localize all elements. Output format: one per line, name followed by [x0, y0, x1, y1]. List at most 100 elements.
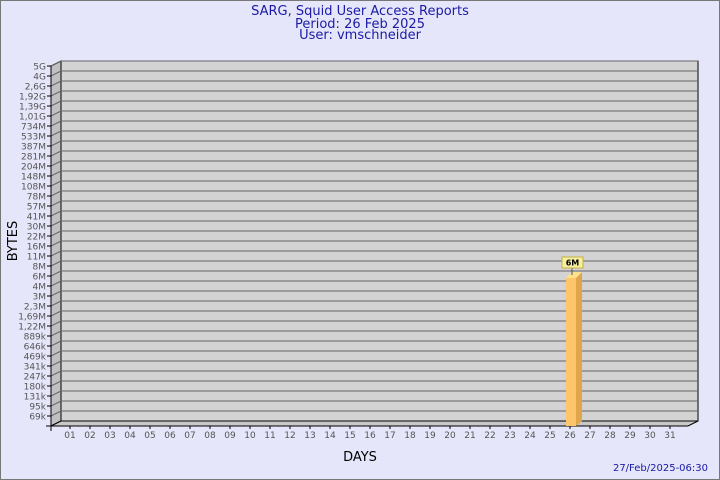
chart-subtitle-user: User: vmschneider [299, 28, 421, 43]
x-tick-label: 03 [104, 431, 115, 441]
y-tick-label: 5G [33, 63, 46, 73]
grid-line-diagonal [50, 210, 62, 217]
grid-line-diagonal [50, 160, 62, 167]
bar-top [566, 272, 582, 278]
grid-line-diagonal [50, 260, 62, 267]
grid-line-diagonal [50, 150, 62, 157]
y-tick-label: 2,6G [25, 83, 46, 93]
footer-timestamp: 27/Feb/2025-06:30 [613, 463, 708, 474]
x-tick-label: 15 [344, 431, 355, 441]
y-tick-label: 247k [24, 373, 47, 383]
x-tick-label: 18 [404, 431, 416, 441]
chart-subtitle-period: Period: 26 Feb 2025 [295, 17, 425, 32]
y-tick-label: 2,3M [24, 303, 46, 313]
x-tick-label: 16 [364, 431, 376, 441]
y-tick-label: 204M [21, 163, 46, 173]
y-tick-label: 57M [27, 203, 46, 213]
grid-line-diagonal [50, 340, 62, 347]
y-tick-label: 1,39G [19, 103, 46, 113]
x-tick-label: 11 [264, 431, 275, 441]
grid-line-diagonal [50, 120, 62, 127]
floor [50, 420, 699, 427]
y-tick-label: 4G [33, 73, 46, 83]
x-tick-label: 26 [564, 431, 576, 441]
y-tick-label: 180k [24, 383, 47, 393]
x-tick-label: 21 [464, 431, 475, 441]
grid-line-diagonal [50, 70, 62, 77]
y-tick-label: 646k [24, 343, 47, 353]
x-tick-label: 27 [584, 431, 595, 441]
y-axis-label: BYTES [6, 221, 21, 262]
x-axis-label: DAYS [343, 450, 377, 465]
x-tick-label: 25 [544, 431, 555, 441]
grid-line-diagonal [50, 250, 62, 257]
grid-line-diagonal [50, 220, 62, 227]
y-tick-label: 469k [24, 353, 47, 363]
x-tick-label: 06 [164, 431, 176, 441]
grid-line-diagonal [50, 270, 62, 277]
x-tick-label: 22 [484, 431, 495, 441]
x-tick-label: 19 [424, 431, 436, 441]
x-tick-label: 01 [64, 431, 75, 441]
y-tick-label: 108M [21, 183, 46, 193]
x-tick-label: 17 [384, 431, 395, 441]
x-tick-label: 20 [444, 431, 456, 441]
x-tick-label: 23 [504, 431, 515, 441]
y-tick-label: 533M [21, 133, 46, 143]
x-tick-label: 09 [224, 431, 236, 441]
grid-line-diagonal [50, 180, 62, 187]
chart-title: SARG, Squid User Access Reports [251, 4, 469, 19]
grid-line-diagonal [50, 330, 62, 337]
grid-line-diagonal [50, 300, 62, 307]
grid-line-diagonal [50, 240, 62, 247]
x-tick-label: 05 [144, 431, 155, 441]
y-tick-label: 95k [29, 403, 46, 413]
grid-line-diagonal [50, 410, 62, 417]
grid-line-diagonal [50, 280, 62, 287]
x-tick-label: 07 [184, 431, 195, 441]
grid-line-diagonal [50, 350, 62, 357]
grid-line-diagonal [50, 200, 62, 207]
y-tick-label: 148M [21, 173, 46, 183]
grid-line-diagonal [50, 390, 62, 397]
y-tick-label: 1,92G [19, 93, 46, 103]
grid-line-diagonal [50, 230, 62, 237]
x-tick-label: 08 [204, 431, 216, 441]
x-tick-label: 29 [624, 431, 636, 441]
grid-line-diagonal [50, 370, 62, 377]
x-tick-label: 02 [84, 431, 95, 441]
grid-line-diagonal [50, 140, 62, 147]
bar-side [576, 272, 582, 426]
y-tick-label: 341k [24, 363, 47, 373]
grid-line-diagonal [50, 110, 62, 117]
grid-line-diagonal [50, 190, 62, 197]
y-tick-label: 1,22M [18, 323, 46, 333]
bar-front [566, 278, 576, 426]
data-label: 6M [566, 259, 580, 268]
grid-line-diagonal [50, 320, 62, 327]
y-tick-label: 387M [21, 143, 46, 153]
y-tick-label: 6M [33, 273, 47, 283]
y-tick-label: 78M [27, 193, 46, 203]
grid-line-diagonal [50, 290, 62, 297]
x-tick-label: 10 [244, 431, 256, 441]
x-tick-label: 13 [304, 431, 315, 441]
y-tick-label: 11M [27, 253, 46, 263]
y-tick-label: 131k [24, 393, 47, 403]
y-tick-label: 30M [27, 223, 46, 233]
y-tick-label: 3M [33, 293, 47, 303]
grid-line-diagonal [50, 60, 62, 67]
x-tick-label: 30 [644, 431, 656, 441]
x-tick-label: 12 [284, 431, 295, 441]
grid-line-diagonal [50, 310, 62, 317]
y-tick-label: 8M [33, 263, 47, 273]
grid-line-diagonal [50, 380, 62, 387]
grid-line-diagonal [50, 170, 62, 177]
y-tick-label: 4M [33, 283, 47, 293]
x-tick-label: 04 [124, 431, 136, 441]
y-tick-label: 1,01G [19, 113, 46, 123]
grid-line-diagonal [50, 130, 62, 137]
x-tick-label: 24 [524, 431, 536, 441]
